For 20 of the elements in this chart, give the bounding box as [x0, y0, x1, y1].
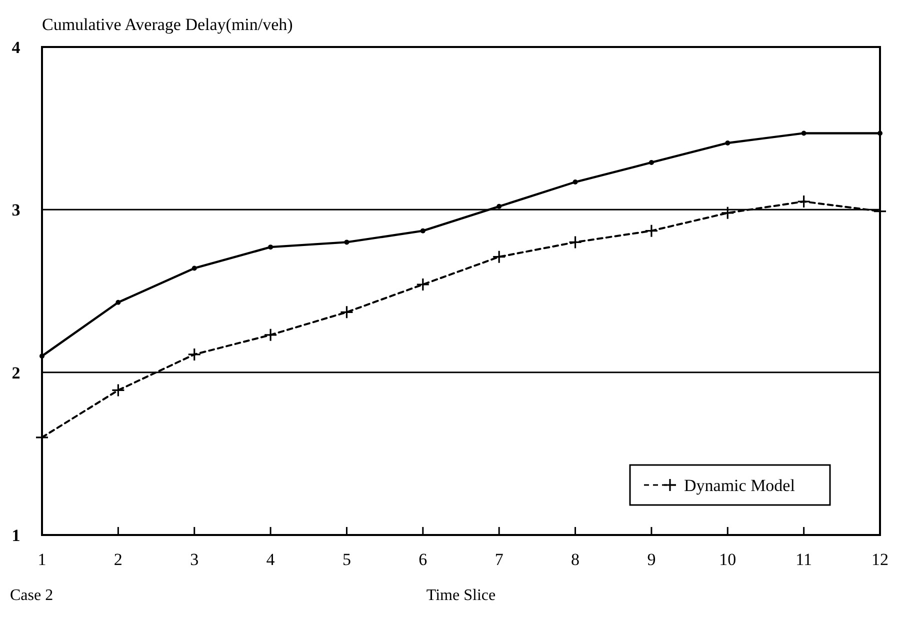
y-axis-title: Cumulative Average Delay(min/veh) [42, 15, 293, 34]
x-tick-label: 7 [494, 550, 504, 569]
legend-label: Dynamic Model [684, 476, 796, 495]
x-tick-label: 5 [342, 550, 351, 569]
x-tick-label: 9 [647, 550, 656, 569]
x-axis-title: Time Slice [426, 587, 496, 604]
y-tick-label: 4 [12, 38, 21, 57]
x-tick-label: 3 [190, 550, 199, 569]
x-tick-label: 10 [719, 550, 736, 569]
y-tick-label: 2 [12, 363, 20, 382]
x-tick-label: 2 [114, 550, 122, 569]
y-tick-label: 3 [12, 200, 20, 220]
x-tick-label: 12 [872, 550, 888, 569]
x-tick-label: 8 [571, 550, 580, 569]
x-tick-label: 11 [796, 550, 812, 569]
x-tick-label: 6 [418, 550, 428, 569]
x-tick-label: 4 [266, 550, 276, 569]
x-tick-label: 1 [38, 550, 46, 569]
text: Case 2 [10, 587, 54, 604]
y-tick-label: 1 [12, 526, 20, 545]
